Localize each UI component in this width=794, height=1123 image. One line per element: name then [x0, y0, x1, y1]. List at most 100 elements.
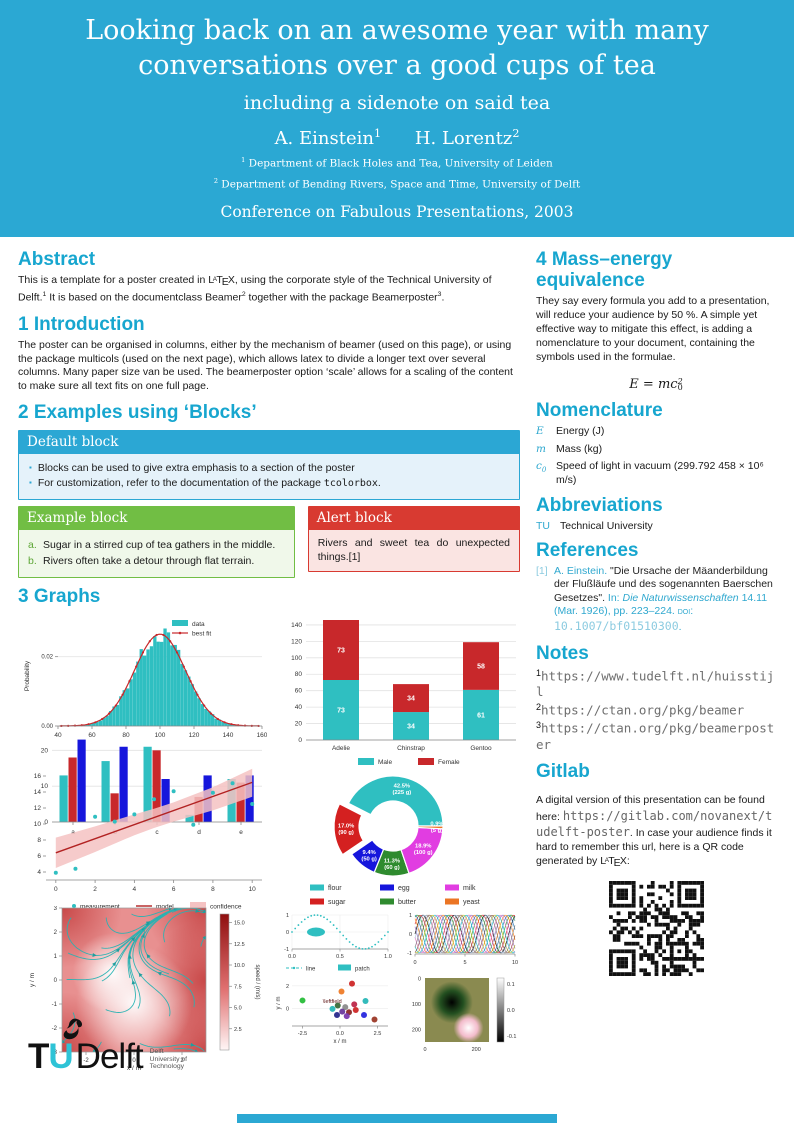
blocks-row: Example block a. Sugar in a stirred cup …	[18, 500, 520, 579]
svg-text:0.0: 0.0	[336, 1031, 344, 1037]
alert-block-title: Alert block	[308, 506, 519, 530]
svg-text:0.1: 0.1	[507, 982, 515, 988]
svg-text:2.5: 2.5	[234, 1027, 242, 1033]
svg-text:10: 10	[34, 821, 42, 828]
note-link-1[interactable]: https://www.tudelft.nl/huisstijl	[536, 667, 775, 700]
svg-text:80: 80	[122, 732, 130, 739]
chart-donut: 42.5% (225 g) 17.0% (90 g) 9.4% (50 g) 11.3% (6…	[280, 762, 505, 914]
latex-logo: LATEX	[208, 273, 235, 289]
svg-text:-1: -1	[284, 947, 289, 953]
svg-text:Probability: Probability	[24, 660, 31, 691]
svg-text:7.5: 7.5	[234, 984, 242, 990]
svg-text:0: 0	[413, 960, 416, 966]
svg-text:2: 2	[54, 930, 58, 936]
svg-text:12.5: 12.5	[234, 942, 245, 948]
left-column: Abstract This is a template for a poster…	[18, 241, 520, 1100]
svg-text:1: 1	[409, 913, 412, 919]
svg-text:0: 0	[286, 1006, 289, 1012]
svg-text:100: 100	[155, 732, 166, 739]
svg-text:100: 100	[412, 1002, 421, 1008]
default-block: Default block ▪ Blocks can be used to gi…	[18, 430, 520, 500]
abbreviations-heading: Abbreviations	[536, 494, 663, 516]
svg-text:sugar: sugar	[328, 899, 346, 906]
gitlab-text: A digital version of this presentation c…	[536, 794, 773, 870]
alert-block: Alert block Rivers and sweet tea do unex…	[307, 505, 520, 573]
svg-text:line: line	[306, 967, 316, 973]
qr-code	[536, 881, 776, 981]
svg-text:-2: -2	[83, 1058, 89, 1064]
svg-text:yeast: yeast	[463, 899, 480, 906]
chart-stacked-bar: 0 20 40 60 80 100 120 140 73 73 Adelie 34 34 Chinstra…	[270, 612, 520, 770]
svg-text:(225 g): (225 g)	[393, 790, 412, 796]
svg-text:0: 0	[418, 977, 421, 983]
svg-text:e: e	[239, 829, 243, 836]
svg-text:8: 8	[37, 837, 41, 844]
svg-text:data: data	[192, 621, 205, 628]
title-line-2: conversations over a good cups of tea	[138, 49, 656, 81]
chart-multi-sine: 1 0 -1 0 5 10	[403, 910, 521, 972]
note-link-2[interactable]: https://ctan.org/pkg/beamer	[541, 702, 745, 718]
svg-text:-3: -3	[52, 1050, 58, 1056]
svg-text:Male: Male	[378, 759, 392, 766]
svg-text:73: 73	[337, 708, 345, 715]
svg-text:4: 4	[37, 869, 41, 876]
svg-text:d: d	[197, 829, 201, 836]
right-column: 4 Mass–energy equivalence They say every…	[536, 241, 776, 1100]
latex-logo: LATEX	[600, 855, 627, 870]
svg-text:6: 6	[172, 886, 176, 893]
svg-text:10.0: 10.0	[234, 963, 245, 969]
svg-text:10: 10	[41, 783, 49, 790]
mass-energy-heading: 4 Mass–energy equivalence	[536, 249, 673, 291]
svg-text:34: 34	[407, 724, 415, 731]
notes-heading: Notes	[536, 642, 589, 664]
svg-text:y / m: y / m	[276, 997, 282, 1010]
bullet-icon: ▪	[29, 463, 32, 473]
blocks-heading: 2 Examples using ‘Blocks’	[18, 402, 257, 424]
example-item-b: b. Rivers often take a detour through fl…	[28, 555, 255, 568]
svg-text:160: 160	[257, 732, 267, 739]
default-block-item-2: ▪ For customization, refer to the docume…	[29, 477, 381, 490]
chart-regression: 0 2 4 6 8 10 4 6 8 10 12 14 16 measurement model confid…	[18, 762, 268, 914]
poster-header: Looking back on an awesome year with man…	[0, 0, 794, 238]
svg-text:c: c	[155, 829, 159, 836]
svg-text:0: 0	[423, 1047, 426, 1053]
chart-streamplot: -3 -2 -1 0 1 2 3 -2 0 2 x / m y / m 2.5 5.0 7.5 10.0 12.…	[22, 906, 272, 1072]
nomenclature-row-m: m Mass (kg)	[536, 442, 603, 455]
svg-text:140: 140	[223, 732, 234, 739]
note-3: 3https://ctan.org/pkg/beamerposter	[536, 719, 775, 752]
svg-text:61: 61	[477, 713, 485, 720]
reference-text: A. Einstein. "Die Ursache der Mäanderbil…	[554, 564, 773, 634]
conference-line: Conference on Fabulous Presentations, 20…	[220, 203, 574, 222]
svg-text:140: 140	[291, 622, 302, 629]
svg-text:milk: milk	[463, 885, 476, 892]
svg-text:1.0: 1.0	[384, 954, 392, 960]
svg-text:-2: -2	[52, 1026, 58, 1032]
svg-text:0: 0	[44, 819, 48, 826]
svg-text:measurement: measurement	[80, 904, 120, 911]
svg-text:-1: -1	[407, 951, 412, 957]
svg-text:34: 34	[407, 696, 415, 703]
chart-histogram: 40 60 80 100 120 140 160 0.00 0.02 Probability dat…	[22, 614, 268, 752]
note-link-3[interactable]: https://ctan.org/pkg/beamerposter	[536, 720, 775, 752]
poster-body: Abstract This is a template for a poster…	[0, 237, 794, 1100]
affiliation-2: 2 Department of Bending Rivers, Space an…	[213, 176, 581, 191]
svg-text:0: 0	[409, 932, 412, 938]
authors-line: A. Einstein1 H. Lorentz2	[20, 127, 774, 149]
svg-text:73: 73	[337, 648, 345, 655]
introduction-heading: 1 Introduction	[18, 313, 145, 335]
example-block-body: a. Sugar in a stirred cup of tea gathers…	[19, 529, 294, 578]
svg-text:Adelie: Adelie	[332, 745, 350, 752]
reference-number: [1]	[536, 564, 548, 577]
mass-energy-formula: E = mc 2 0	[629, 376, 683, 393]
svg-text:2: 2	[286, 984, 289, 990]
svg-text:2: 2	[180, 1058, 184, 1064]
svg-text:11.3%: 11.3%	[384, 859, 400, 865]
nomenclature-row-c0: c0 Speed of light in vacuum (299.792 458…	[536, 460, 764, 486]
default-block-item-1: ▪ Blocks can be used to give extra empha…	[29, 462, 355, 475]
svg-text:butter: butter	[398, 899, 417, 906]
svg-text:100: 100	[291, 655, 302, 662]
svg-text:patch: patch	[355, 967, 370, 973]
svg-text:0: 0	[54, 978, 58, 984]
svg-text:confidence: confidence	[210, 904, 242, 911]
default-block-body: ▪ Blocks can be used to give extra empha…	[19, 454, 519, 499]
